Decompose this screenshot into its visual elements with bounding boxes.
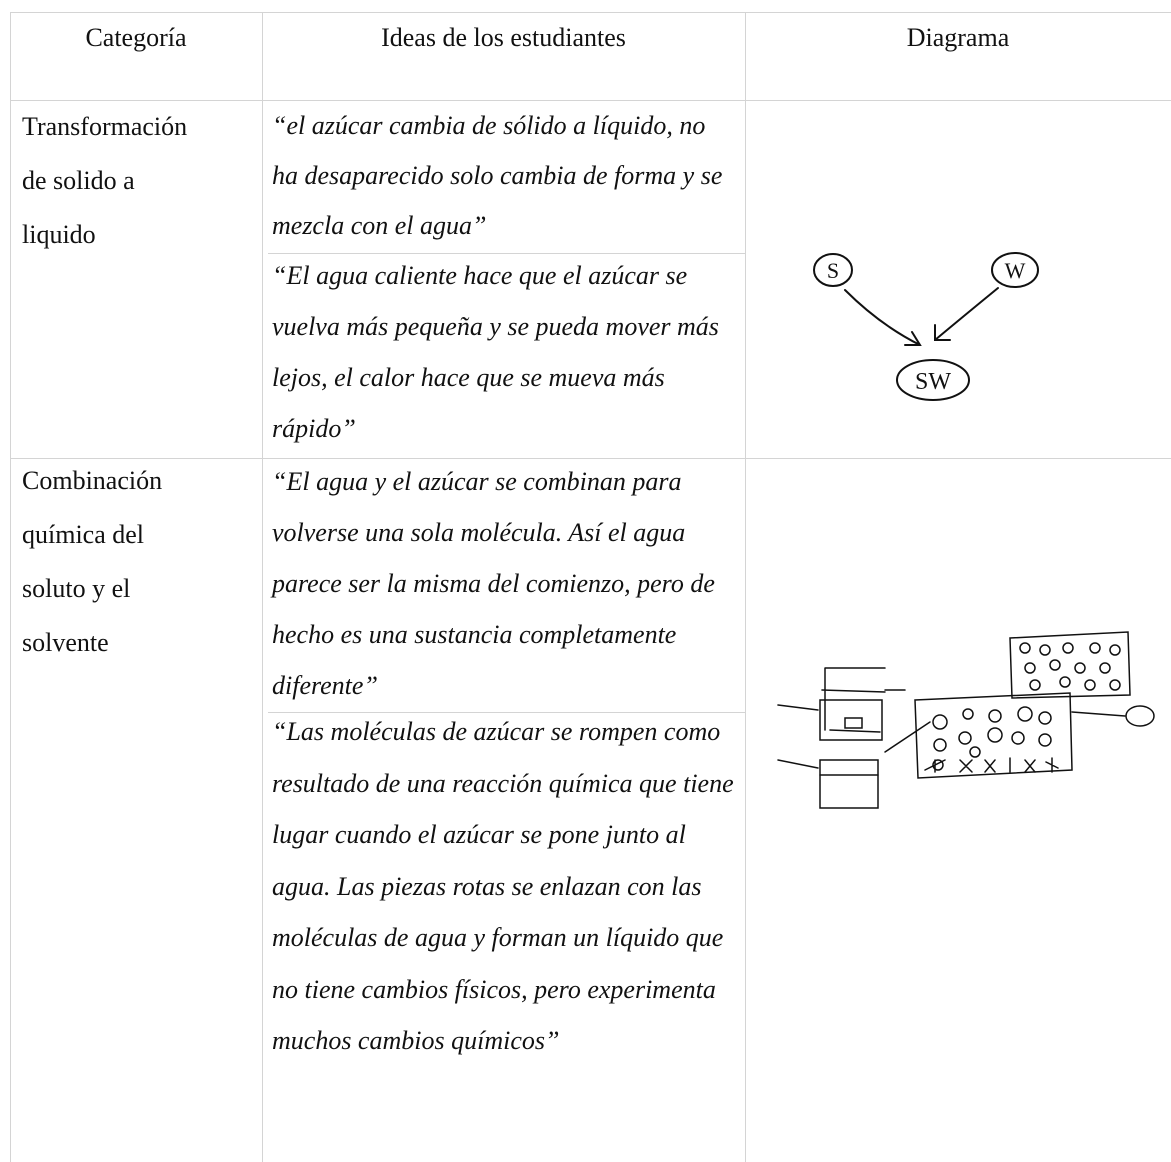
molecules — [932, 642, 1121, 771]
sketch — [819, 759, 879, 809]
student-idea: “Las moléculas de azúcar se rompen como … — [272, 717, 734, 1055]
border — [268, 712, 745, 713]
border — [10, 12, 11, 1162]
border — [262, 12, 263, 1162]
student-idea: “el azúcar cambia de sólido a líquido, n… — [272, 111, 723, 240]
sketch — [884, 711, 1126, 753]
border — [10, 100, 1171, 101]
sketch — [924, 757, 1059, 773]
header-cell: Diagrama — [906, 23, 1010, 52]
border — [268, 253, 745, 254]
node — [991, 252, 1039, 288]
sketch — [829, 717, 881, 733]
node — [813, 253, 853, 287]
sketch — [777, 689, 906, 776]
node-label: S — [827, 258, 839, 283]
diagram-1: S W SW — [813, 252, 1039, 401]
border — [10, 12, 1171, 13]
sketch — [1125, 705, 1155, 727]
border — [10, 458, 1171, 459]
sketch — [1009, 631, 1131, 699]
diagram-2 — [777, 631, 1155, 809]
border — [745, 12, 746, 1162]
node — [896, 359, 970, 401]
header-cell: Ideas de los estudiantes — [381, 23, 626, 52]
arrow — [934, 287, 999, 341]
node-label: W — [1005, 258, 1026, 283]
student-idea: “El agua y el azúcar se combinan para vo… — [272, 467, 715, 700]
sketch — [914, 692, 1073, 779]
arrow — [844, 289, 922, 346]
header-cell: Categoría — [85, 23, 187, 52]
category: Combinación química del soluto y el solv… — [22, 466, 163, 657]
student-idea: “El agua caliente hace que el azúcar se … — [272, 261, 719, 443]
node-label: SW — [915, 369, 951, 395]
sketch — [819, 699, 883, 741]
sketch — [821, 667, 886, 731]
category: Transformación de solido a liquido — [22, 112, 188, 249]
